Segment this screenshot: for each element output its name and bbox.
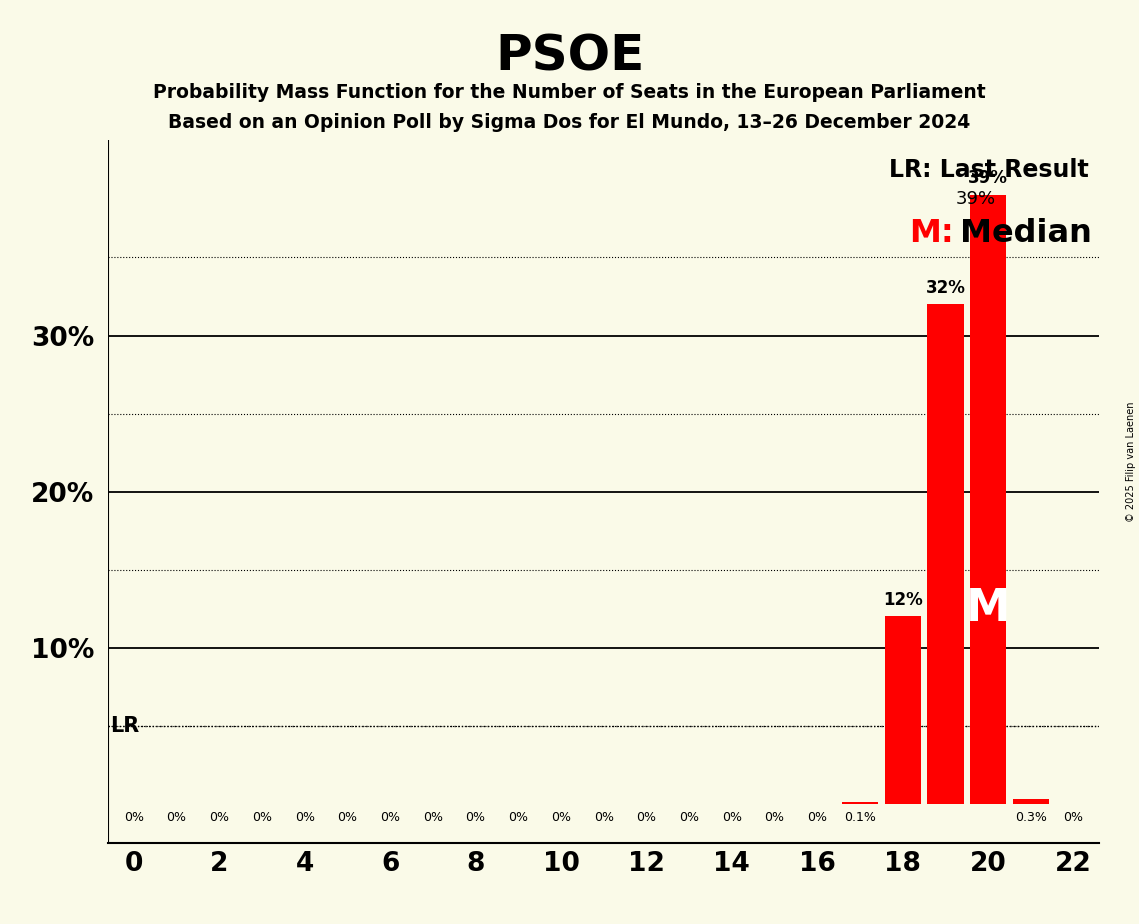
Bar <box>927 304 964 804</box>
Text: 0%: 0% <box>551 811 571 824</box>
Text: 0%: 0% <box>679 811 699 824</box>
Bar <box>970 195 1006 804</box>
Text: 0%: 0% <box>210 811 229 824</box>
Text: Probability Mass Function for the Number of Seats in the European Parliament: Probability Mass Function for the Number… <box>153 83 986 103</box>
Text: 39%: 39% <box>968 169 1008 188</box>
Text: Based on an Opinion Poll by Sigma Dos for El Mundo, 13–26 December 2024: Based on an Opinion Poll by Sigma Dos fo… <box>169 113 970 132</box>
Bar <box>1013 799 1049 804</box>
Text: 0%: 0% <box>124 811 144 824</box>
Text: 0%: 0% <box>508 811 528 824</box>
Text: © 2025 Filip van Laenen: © 2025 Filip van Laenen <box>1125 402 1136 522</box>
Text: 32%: 32% <box>925 278 966 297</box>
Text: 0.3%: 0.3% <box>1015 811 1047 824</box>
Bar <box>842 802 878 804</box>
Text: 0%: 0% <box>466 811 485 824</box>
Bar <box>885 616 920 804</box>
Text: 0%: 0% <box>295 811 314 824</box>
Text: M: M <box>966 588 1010 630</box>
Text: PSOE: PSOE <box>494 32 645 80</box>
Text: 0%: 0% <box>593 811 614 824</box>
Text: 0%: 0% <box>423 811 443 824</box>
Text: 0%: 0% <box>380 811 400 824</box>
Text: LR: Last Result: LR: Last Result <box>890 158 1089 182</box>
Text: 0%: 0% <box>808 811 827 824</box>
Text: 0%: 0% <box>252 811 272 824</box>
Text: 0%: 0% <box>166 811 187 824</box>
Text: Median: Median <box>949 218 1091 249</box>
Text: M:: M: <box>909 218 953 249</box>
Text: 39%: 39% <box>956 189 995 208</box>
Text: 0%: 0% <box>1064 811 1083 824</box>
Text: 0.1%: 0.1% <box>844 811 876 824</box>
Text: 0%: 0% <box>637 811 656 824</box>
Text: 0%: 0% <box>722 811 741 824</box>
Text: 0%: 0% <box>764 811 785 824</box>
Text: LR: LR <box>110 716 140 736</box>
Text: 0%: 0% <box>337 811 358 824</box>
Text: 12%: 12% <box>883 590 923 609</box>
